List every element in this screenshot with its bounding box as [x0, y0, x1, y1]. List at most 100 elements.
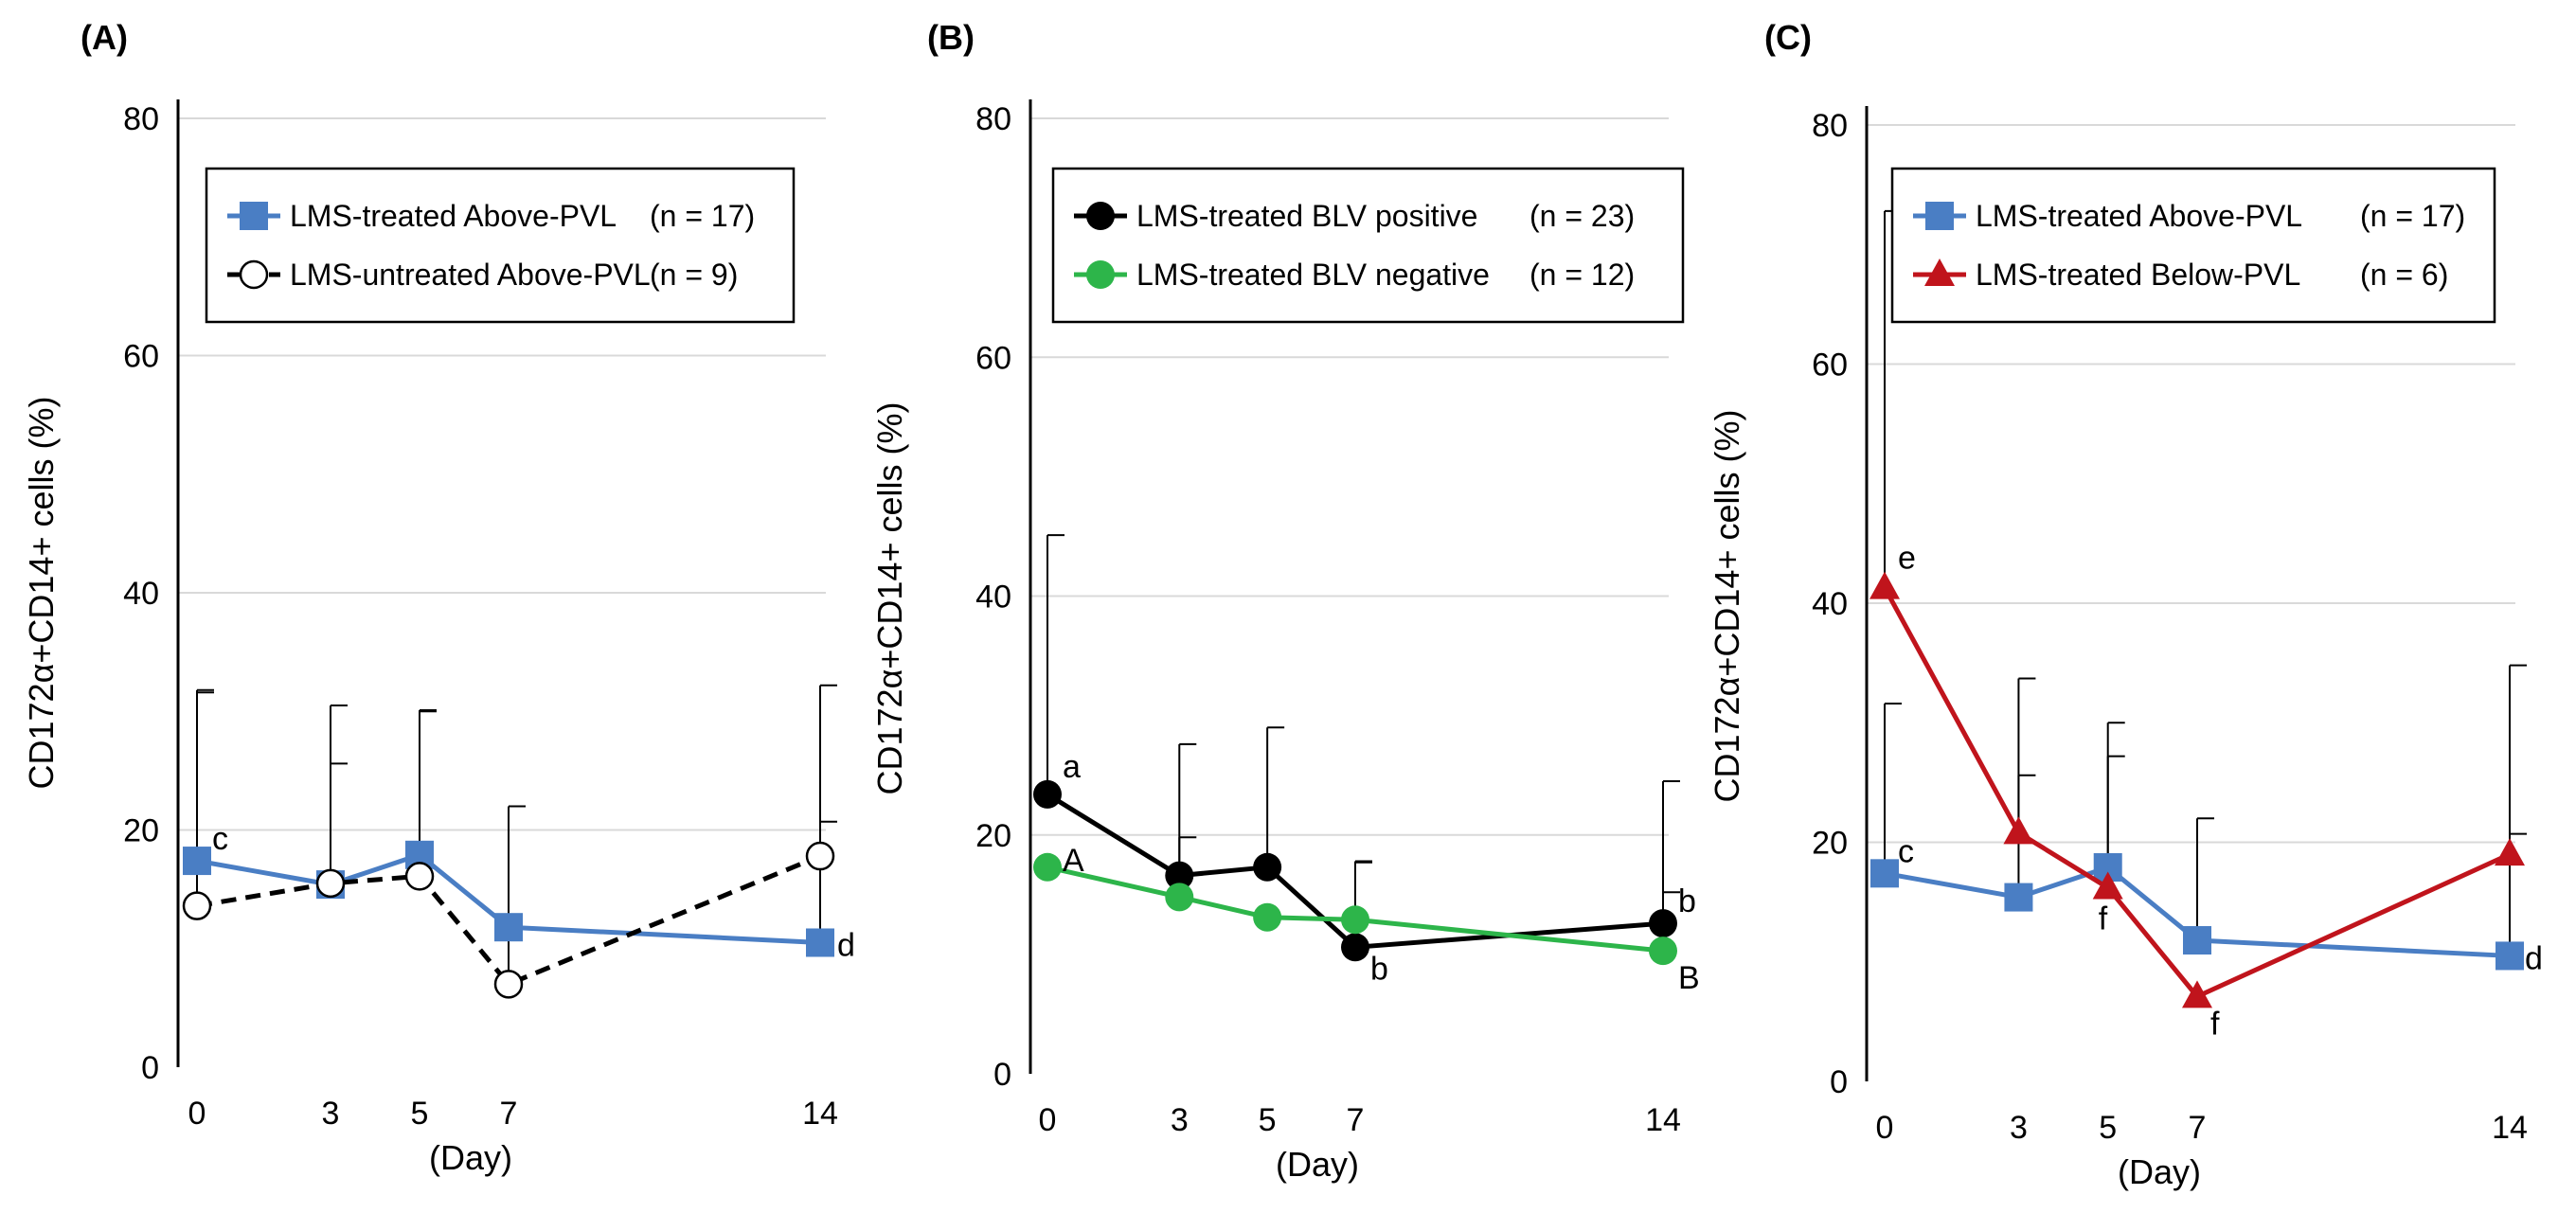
x-axis-label: (Day)	[429, 1138, 512, 1177]
data-point	[2495, 838, 2525, 866]
legend-entry-label: LMS-treated BLV negative	[1136, 258, 1490, 292]
legend-box	[1051, 167, 1685, 324]
y-tick-label: 60	[1812, 348, 1848, 384]
y-tick-label: 20	[1812, 826, 1848, 862]
data-point	[183, 847, 211, 876]
significance-label: f	[2210, 1006, 2220, 1042]
data-point	[1341, 933, 1369, 962]
data-point	[1033, 779, 1062, 809]
data-point	[805, 841, 835, 871]
data-point	[1165, 861, 1194, 890]
legend-box	[1890, 167, 2496, 324]
data-point	[2496, 941, 2524, 971]
data-point	[1649, 937, 1677, 966]
significance-label: A	[1063, 843, 1084, 879]
x-tick-label: 3	[322, 1096, 340, 1132]
significance-label: a	[1063, 749, 1081, 785]
x-tick-label: 14	[802, 1096, 838, 1132]
y-tick-label: 60	[975, 340, 1011, 376]
x-tick-label: 7	[2189, 1110, 2207, 1146]
data-point	[2183, 926, 2211, 955]
y-tick-label: 0	[1830, 1064, 1848, 1100]
y-tick-label: 40	[975, 580, 1011, 615]
data-point	[2003, 816, 2034, 845]
x-tick-label: 0	[1039, 1102, 1057, 1138]
data-point	[494, 913, 523, 942]
data-point	[1870, 859, 1899, 888]
data-point	[2092, 871, 2123, 900]
y-tick-label: 80	[123, 101, 159, 137]
significance-label: b	[1370, 951, 1388, 987]
data-point	[182, 891, 212, 920]
y-axis-label: CD172α+CD14+ cells (%)	[22, 397, 61, 790]
legend-entry-count: (n = 17)	[650, 199, 755, 233]
y-tick-label: 60	[123, 339, 159, 375]
panel-c: (C) 0 20 40 60 80 0 3 5 7 14 (Day) CD172α+CD14+ cell…	[1708, 18, 2543, 1191]
data-point	[1165, 883, 1194, 912]
data-point	[1649, 909, 1677, 938]
x-tick-label: 5	[1259, 1102, 1277, 1138]
x-tick-label: 0	[188, 1096, 206, 1132]
legend-entry-label: LMS-treated BLV positive	[1136, 199, 1477, 233]
x-axis-label: (Day)	[1276, 1145, 1359, 1184]
panel-label: (B)	[927, 18, 975, 57]
legend-swatch-marker	[239, 259, 269, 290]
data-point	[2004, 883, 2033, 912]
data-point	[315, 868, 346, 899]
x-axis-label: (Day)	[2118, 1152, 2201, 1191]
significance-label: c	[1898, 833, 1914, 869]
significance-label: d	[837, 927, 855, 963]
x-tick-label: 0	[1876, 1110, 1894, 1146]
panel-a: (A) 0 20 40 60 80 0 3 5 7 14 (Day) CD172α+CD14+ cell…	[22, 18, 855, 1177]
data-point	[1033, 852, 1062, 882]
panel-label: (C)	[1764, 18, 1812, 57]
significance-label: B	[1678, 960, 1700, 996]
significance-label: f	[2099, 901, 2108, 937]
legend-entry-count: (n = 12)	[1530, 258, 1635, 292]
legend-swatch-marker	[1086, 260, 1115, 289]
data-point	[806, 928, 834, 957]
data-point	[2182, 980, 2212, 1008]
legend-swatch-marker	[240, 202, 268, 230]
x-tick-label: 5	[411, 1096, 429, 1132]
x-tick-label: 5	[2099, 1110, 2117, 1146]
x-tick-label: 7	[500, 1096, 518, 1132]
x-tick-label: 14	[1645, 1102, 1681, 1138]
legend-entry-label: LMS-treated Above-PVL	[1976, 199, 2302, 233]
y-tick-label: 80	[1812, 108, 1848, 144]
y-tick-label: 0	[141, 1050, 159, 1086]
data-point	[493, 970, 524, 999]
legend-entry-count: (n = 6)	[2360, 258, 2448, 292]
y-axis-label: CD172α+CD14+ cells (%)	[870, 402, 909, 795]
significance-label: d	[2525, 940, 2543, 976]
legend-entry-count: (n = 23)	[1530, 199, 1635, 233]
legend-entry-label: LMS-treated Above-PVL	[290, 199, 617, 233]
legend-box	[205, 167, 796, 324]
y-tick-label: 0	[993, 1057, 1011, 1093]
legend-entry-count: (n = 9)	[650, 258, 738, 292]
x-tick-label: 3	[1171, 1102, 1189, 1138]
y-axis-label: CD172α+CD14+ cells (%)	[1708, 410, 1746, 803]
significance-label: c	[212, 821, 228, 857]
y-tick-label: 80	[975, 101, 1011, 137]
x-tick-label: 7	[1347, 1102, 1365, 1138]
legend-entry-label: LMS-untreated Above-PVL	[290, 258, 651, 292]
legend-entry-count: (n = 17)	[2360, 199, 2465, 233]
legend-swatch-marker	[1086, 202, 1115, 230]
data-point	[1869, 571, 1900, 599]
legend-swatch-marker	[1925, 202, 1954, 230]
significance-label: e	[1898, 541, 1916, 577]
y-tick-label: 40	[1812, 586, 1848, 622]
panel-label: (A)	[80, 18, 128, 57]
data-point	[1341, 905, 1369, 935]
data-point	[1253, 902, 1282, 932]
significance-label: b	[1678, 883, 1696, 919]
y-tick-label: 40	[123, 576, 159, 612]
legend-entry-label: LMS-treated Below-PVL	[1976, 258, 2300, 292]
panel-b: (B) 0 20 40 60 80 0 3 5 7 14 (Day) CD172α+CD14+ cell…	[870, 18, 1700, 1184]
y-tick-label: 20	[123, 813, 159, 849]
x-tick-label: 14	[2492, 1110, 2528, 1146]
y-tick-label: 20	[975, 818, 1011, 854]
data-point	[404, 862, 435, 891]
